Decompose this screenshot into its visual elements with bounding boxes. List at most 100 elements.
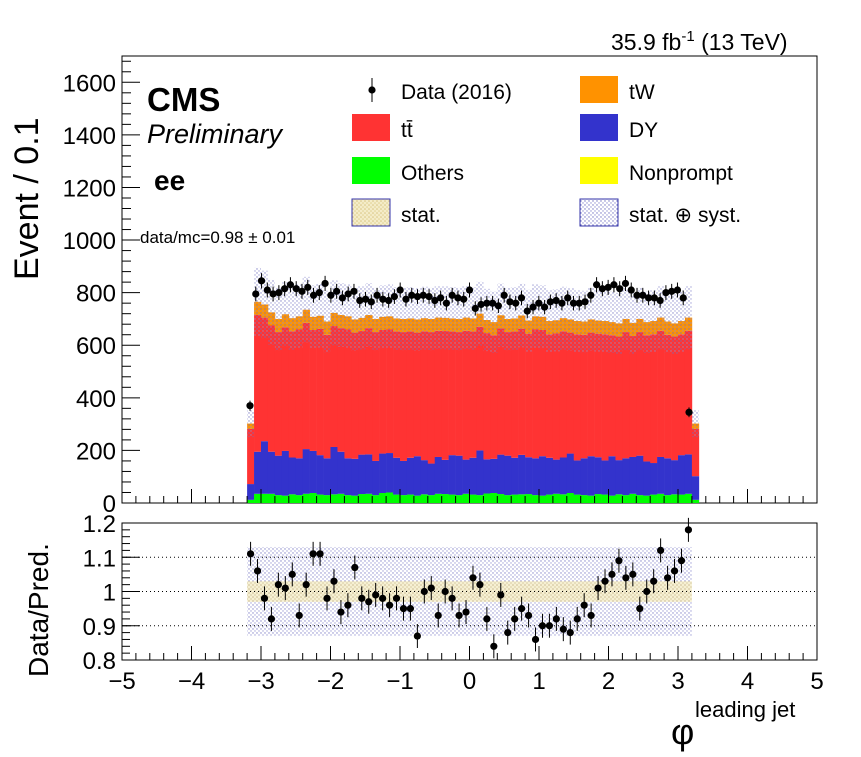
bar-dy-56 — [636, 455, 644, 496]
main-y-tick-label-6: 1200 — [63, 175, 116, 202]
bar-ttbar-14 — [344, 329, 352, 459]
bar-dy-50 — [594, 457, 602, 495]
bar-others-24 — [413, 495, 422, 503]
x-axis-title: φ — [671, 711, 694, 752]
bar-others-16 — [358, 494, 366, 503]
ratio-point-16 — [358, 594, 366, 602]
bar-dy-12 — [330, 446, 338, 495]
main-y-tick-label-4: 800 — [76, 281, 116, 308]
data-point-31 — [425, 292, 433, 301]
bar-ttbar-20 — [386, 329, 394, 454]
bar-others-25 — [420, 494, 429, 503]
ratio-point-6 — [288, 570, 296, 578]
bar-ttbar-13 — [337, 328, 345, 452]
bar-ttbar-56 — [636, 332, 644, 456]
syst-band-16 — [358, 286, 366, 350]
data-point-58 — [581, 298, 589, 306]
bar-others-8 — [302, 493, 310, 503]
ratio-x-tick-label-1: −4 — [178, 668, 205, 695]
bar-ttbar-61 — [671, 336, 679, 461]
bar-dy-48 — [580, 458, 588, 496]
bar-others-47 — [573, 494, 581, 503]
bar-others-31 — [462, 493, 470, 503]
data-point-75 — [679, 294, 687, 302]
bar-ttbar-52 — [608, 335, 616, 457]
bar-dy-4 — [274, 455, 283, 496]
bar-others-18 — [372, 495, 380, 503]
syst-band-63 — [684, 286, 692, 350]
ratio-point-34 — [483, 615, 491, 623]
ratio-point-50 — [594, 584, 602, 592]
syst-band-4 — [274, 287, 282, 351]
ratio-point-37 — [504, 629, 512, 637]
syst-band-29 — [448, 287, 456, 350]
syst-band-33 — [476, 281, 484, 346]
data-point-17 — [344, 290, 352, 298]
legend-label-nonprompt: Nonprompt — [629, 162, 733, 185]
syst-band-34 — [483, 288, 491, 352]
bar-ttbar-58 — [650, 334, 658, 464]
bar-dy-29 — [448, 455, 456, 495]
ratio-point-21 — [392, 594, 401, 602]
bar-ttbar-38 — [511, 331, 519, 458]
syst-band-7 — [295, 284, 303, 349]
bar-dy-37 — [504, 455, 512, 496]
bar-others-48 — [580, 495, 588, 503]
bar-others-35 — [490, 493, 498, 503]
syst-band-47 — [573, 290, 581, 352]
bar-ttbar-23 — [406, 331, 415, 458]
legend-swatch-nonprompt — [580, 157, 618, 184]
syst-band-19 — [379, 285, 387, 349]
ratio-point-63 — [684, 526, 693, 534]
bar-dy-42 — [539, 456, 547, 496]
bar-dy-51 — [601, 460, 609, 495]
data-point-54 — [558, 299, 566, 307]
bar-dy-8 — [302, 449, 310, 494]
bar-ttbar-41 — [532, 329, 540, 459]
legend-swatch-syst — [579, 198, 619, 227]
bar-ttbar-46 — [566, 332, 575, 454]
data-point-20 — [361, 295, 370, 303]
data-point-19 — [356, 296, 364, 305]
ratio-point-61 — [670, 567, 679, 575]
main-y-axis: 0 200 400 600 800 1000 1200 1400 1600 — [63, 60, 140, 518]
bar-ttbar-26 — [427, 332, 436, 464]
ratio-point-27 — [434, 611, 442, 620]
data-point-76 — [685, 408, 693, 416]
data-point-27 — [402, 295, 410, 303]
bar-others-15 — [351, 495, 359, 503]
bar-ttbar-0 — [247, 428, 255, 485]
main-y-tick-label-2: 400 — [76, 386, 116, 413]
ratio-y-axis-title: Data/Pred. — [23, 543, 54, 677]
bar-ttbar-1 — [254, 314, 262, 452]
legend-swatch-tw — [580, 76, 618, 103]
data-point-8 — [292, 285, 300, 293]
syst-band-27 — [434, 286, 442, 350]
syst-band-44 — [552, 289, 560, 352]
syst-band-21 — [393, 287, 400, 350]
data-point-62 — [604, 283, 612, 291]
ratio-x-tick-label-6: 1 — [532, 668, 545, 695]
data-point-55 — [564, 294, 572, 302]
bar-dy-6 — [288, 457, 297, 495]
bar-ttbar-45 — [559, 331, 568, 458]
bar-dy-45 — [559, 457, 568, 495]
bar-others-2 — [261, 493, 269, 503]
bar-others-11 — [323, 495, 331, 503]
data-point-14 — [327, 291, 335, 299]
bar-dy-21 — [393, 457, 401, 495]
ratio-y-tick-label-2: 1 — [103, 580, 116, 607]
data-point-51 — [540, 303, 549, 311]
bar-others-0 — [247, 499, 255, 503]
data-point-29 — [413, 292, 422, 301]
bar-others-59 — [657, 493, 665, 503]
legend-label-syst: stat. ⊕ syst. — [629, 204, 741, 227]
ratio-x-tick-label-7: 2 — [602, 668, 615, 695]
data-point-25 — [390, 292, 399, 301]
bar-others-43 — [545, 494, 554, 503]
bar-ttbar-44 — [552, 333, 561, 460]
bar-dy-13 — [337, 451, 345, 494]
bar-others-62 — [678, 494, 686, 503]
data-point-38 — [465, 286, 474, 294]
bar-ttbar-29 — [448, 331, 456, 456]
